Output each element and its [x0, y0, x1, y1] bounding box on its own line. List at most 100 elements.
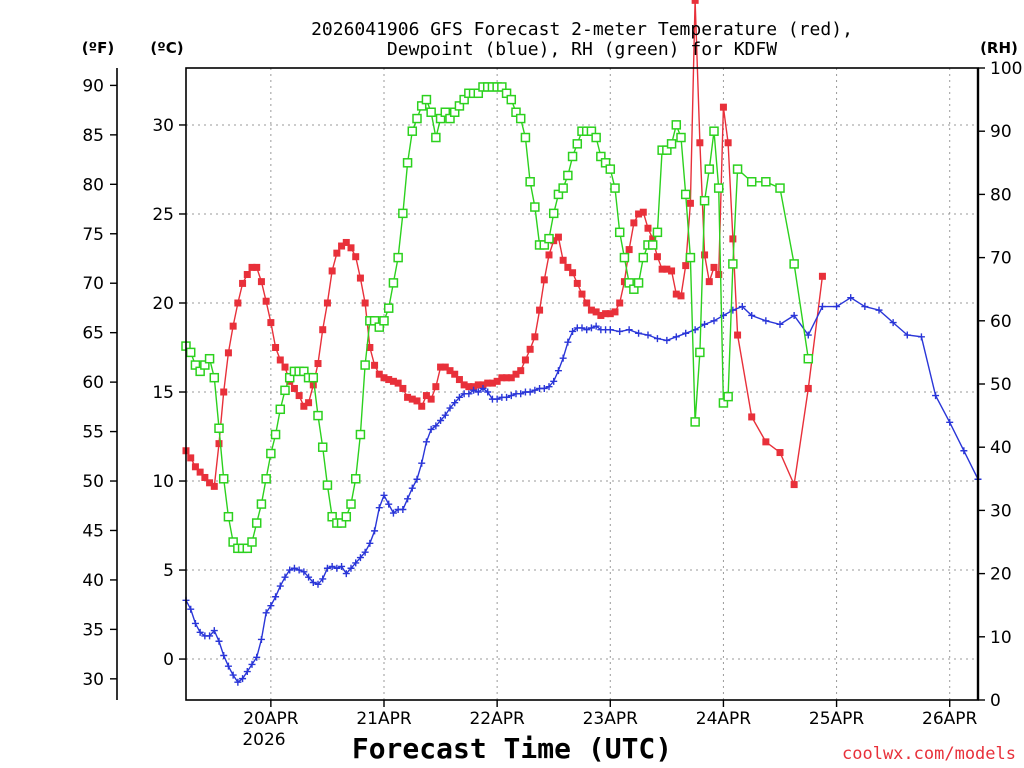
series-dewpoint — [182, 294, 982, 686]
data-point-2-29 — [317, 442, 328, 452]
data-point-2-104 — [671, 120, 682, 130]
data-point-2-16 — [256, 499, 267, 509]
data-point-0-102 — [663, 265, 671, 273]
data-point-0-77 — [545, 251, 553, 259]
data-point-0-123 — [818, 272, 826, 280]
data-point-0-48 — [408, 395, 416, 403]
data-point-1-46 — [399, 506, 407, 514]
rh-tick-90: 90 — [990, 122, 1012, 142]
rh-tick-80: 80 — [990, 185, 1012, 205]
data-point-1-5 — [206, 632, 214, 640]
data-point-1-97 — [672, 333, 680, 341]
data-point-1-74 — [531, 386, 539, 394]
data-point-1-108 — [790, 311, 798, 319]
data-point-1-113 — [861, 303, 869, 311]
data-point-1-12 — [239, 675, 247, 683]
data-point-1-26 — [305, 573, 313, 581]
data-point-1-63 — [479, 384, 487, 392]
data-point-1-30 — [323, 564, 331, 572]
data-point-2-92 — [614, 227, 625, 238]
series-2-meter-temperature — [182, 0, 826, 490]
data-point-2-38 — [360, 360, 370, 370]
data-point-2-109 — [695, 347, 705, 358]
data-point-0-50 — [418, 402, 426, 410]
data-point-1-73 — [526, 388, 534, 396]
data-point-2-6 — [209, 372, 220, 383]
data-point-2-81 — [563, 170, 573, 181]
data-point-0-74 — [531, 333, 539, 341]
data-point-2-52 — [426, 107, 436, 117]
data-point-2-103 — [666, 139, 677, 149]
data-point-2-82 — [567, 151, 578, 162]
celsius-tick-5: 5 — [163, 561, 174, 581]
data-point-1-13 — [243, 668, 251, 676]
data-point-0-84 — [578, 290, 586, 298]
chart-title-line-1: 2026041906 GFS Forecast 2-meter Temperat… — [311, 19, 853, 40]
data-point-0-33 — [338, 242, 346, 250]
data-point-0-64 — [484, 379, 492, 387]
data-point-1-37 — [356, 554, 364, 562]
data-point-0-75 — [536, 306, 544, 314]
data-point-0-116 — [729, 235, 737, 243]
data-point-2-27 — [308, 372, 319, 383]
fahrenheit-tick-85: 85 — [82, 126, 104, 146]
data-point-1-115 — [889, 319, 897, 327]
data-point-2-105 — [676, 132, 686, 143]
data-point-2-74 — [530, 202, 540, 212]
data-point-0-6 — [210, 482, 218, 490]
data-point-0-14 — [248, 263, 256, 271]
data-point-1-27 — [309, 579, 317, 587]
data-point-0-49 — [413, 397, 421, 405]
data-point-0-92 — [616, 299, 624, 307]
data-point-1-107 — [776, 320, 784, 328]
data-point-1-62 — [474, 388, 482, 396]
data-point-1-101 — [710, 317, 718, 325]
data-point-1-14 — [248, 660, 256, 668]
data-point-1-2 — [191, 619, 199, 627]
data-point-0-16 — [257, 278, 265, 286]
data-point-0-17 — [262, 297, 270, 305]
data-point-0-120 — [776, 449, 784, 457]
data-point-1-28 — [314, 580, 322, 588]
data-point-1-104 — [738, 303, 746, 311]
data-point-0-69 — [507, 374, 515, 382]
data-point-2-44 — [388, 278, 399, 288]
data-point-1-61 — [470, 386, 478, 394]
data-point-1-3 — [196, 628, 204, 636]
data-point-2-20 — [275, 404, 286, 415]
data-point-2-28 — [313, 410, 323, 421]
data-point-2-9 — [223, 511, 234, 522]
data-point-0-18 — [267, 319, 275, 327]
data-point-0-7 — [215, 440, 223, 448]
data-point-2-100 — [652, 227, 663, 238]
fahrenheit-tick-40: 40 — [82, 571, 104, 591]
data-point-2-121 — [789, 259, 799, 269]
data-point-0-27 — [309, 381, 317, 389]
data-point-1-36 — [352, 559, 360, 567]
data-point-0-114 — [719, 103, 727, 111]
data-point-0-61 — [470, 383, 478, 391]
data-point-1-90 — [606, 326, 614, 334]
data-point-2-21 — [280, 385, 290, 396]
data-point-0-100 — [653, 253, 661, 261]
data-point-1-53 — [432, 422, 440, 430]
data-point-1-34 — [342, 570, 350, 578]
data-point-2-47 — [402, 158, 413, 168]
data-point-1-39 — [366, 539, 374, 547]
fahrenheit-tick-70: 70 — [82, 274, 104, 294]
x-tick-label-20APR: 20APR — [243, 709, 299, 729]
rh-tick-100: 100 — [990, 59, 1022, 79]
data-point-1-86 — [587, 324, 595, 332]
data-point-2-108 — [690, 417, 700, 427]
celsius-tick-25: 25 — [152, 205, 174, 225]
data-point-0-71 — [517, 367, 525, 375]
data-point-1-11 — [234, 678, 242, 686]
data-point-1-119 — [946, 418, 954, 426]
data-point-1-77 — [545, 383, 553, 391]
data-point-0-46 — [399, 384, 407, 392]
data-point-2-48 — [407, 126, 418, 136]
data-point-1-80 — [559, 354, 567, 362]
data-point-1-29 — [319, 575, 327, 583]
data-point-0-38 — [361, 299, 369, 307]
data-point-2-78 — [548, 208, 559, 219]
